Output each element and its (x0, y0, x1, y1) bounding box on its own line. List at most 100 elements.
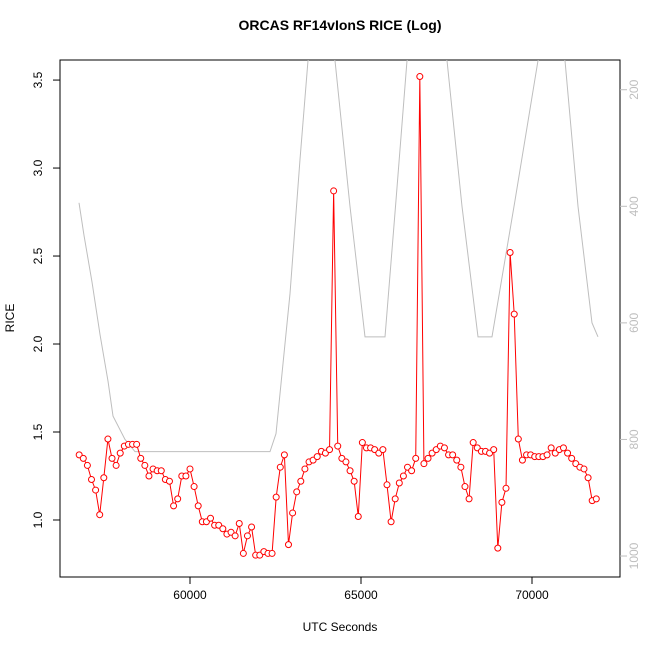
data-point (346, 467, 354, 475)
x-tick-label: 70000 (515, 588, 549, 602)
data-point (79, 454, 87, 462)
data-point (239, 549, 247, 557)
data-point (243, 532, 251, 540)
data-line (78, 76, 597, 556)
data-point (276, 463, 284, 471)
data-point (350, 477, 358, 485)
y2-tick-label: 800 (627, 429, 641, 449)
data-point (116, 449, 124, 457)
data-point (498, 498, 506, 506)
data-line (78, 60, 599, 453)
y2-tick-label: 200 (627, 79, 641, 99)
y2-tick-label: 600 (627, 313, 641, 333)
data-point (326, 446, 334, 454)
data-point (379, 446, 387, 454)
y-tick-label: 2.5 (31, 247, 45, 264)
data-point (96, 511, 104, 519)
y-tick-label: 3.5 (31, 71, 45, 88)
data-point (440, 444, 448, 452)
data-point (330, 187, 338, 195)
data-point (568, 454, 576, 462)
data-point (490, 446, 498, 454)
y2-tick-label: 400 (627, 196, 641, 216)
data-point (190, 483, 198, 491)
y-tick-label: 1.5 (31, 423, 45, 440)
data-point (518, 456, 526, 464)
data-point (424, 454, 432, 462)
data-point (137, 454, 145, 462)
chart-title: ORCAS RF14vIonS RICE (Log) (238, 17, 441, 33)
data-point (354, 512, 362, 520)
x-axis-label: UTC Seconds (303, 620, 378, 634)
data-point (289, 509, 297, 517)
data-point (157, 467, 165, 475)
data-point (506, 249, 514, 257)
data-point (219, 525, 227, 533)
data-point (543, 451, 551, 459)
data-point (100, 474, 108, 482)
data-point (284, 541, 292, 549)
data-point (469, 439, 477, 447)
data-point (170, 502, 178, 510)
data-point (207, 514, 215, 522)
data-point (272, 493, 280, 501)
data-point (313, 453, 321, 461)
y-tick-label: 1.0 (31, 511, 45, 528)
data-point (165, 477, 173, 485)
data-point (194, 502, 202, 510)
data-point (174, 495, 182, 503)
y-axis-label: RICE (3, 304, 17, 333)
data-point (92, 486, 100, 494)
data-point (297, 477, 305, 485)
data-point (559, 444, 567, 452)
data-point (564, 449, 572, 457)
data-point (145, 472, 153, 480)
y2-tick-label: 1000 (627, 542, 641, 569)
data-point (502, 484, 510, 492)
data-point (141, 461, 149, 469)
data-point (293, 488, 301, 496)
data-point (87, 476, 95, 484)
data-point (248, 523, 256, 531)
data-point (514, 435, 522, 443)
data-point (334, 442, 342, 450)
data-point (408, 467, 416, 475)
data-point (420, 460, 428, 468)
data-point (510, 310, 518, 318)
data-point (395, 479, 403, 487)
data-point (133, 440, 141, 448)
data-point (494, 544, 502, 552)
data-point (457, 463, 465, 471)
data-point (412, 454, 420, 462)
data-point (108, 454, 116, 462)
data-point (231, 532, 239, 540)
data-point (391, 495, 399, 503)
data-point (235, 520, 243, 528)
data-point (547, 444, 555, 452)
data-point (387, 518, 395, 526)
data-point (453, 456, 461, 464)
y-tick-label: 2.0 (31, 335, 45, 352)
y-tick-label: 3.0 (31, 159, 45, 176)
data-point (342, 458, 350, 466)
data-point (592, 495, 600, 503)
plot-area (75, 60, 600, 559)
data-point (301, 465, 309, 473)
data-point (104, 435, 112, 443)
data-point (465, 495, 473, 503)
x-tick-label: 65000 (344, 588, 378, 602)
data-point (358, 439, 366, 447)
data-point (399, 472, 407, 480)
data-point (280, 451, 288, 459)
data-point (580, 465, 588, 473)
data-point (83, 461, 91, 469)
data-point (186, 465, 194, 473)
data-point (182, 472, 190, 480)
data-point (416, 73, 424, 81)
x-tick-label: 60000 (173, 588, 207, 602)
data-point (268, 549, 276, 557)
data-point (449, 451, 457, 459)
data-point (112, 461, 120, 469)
